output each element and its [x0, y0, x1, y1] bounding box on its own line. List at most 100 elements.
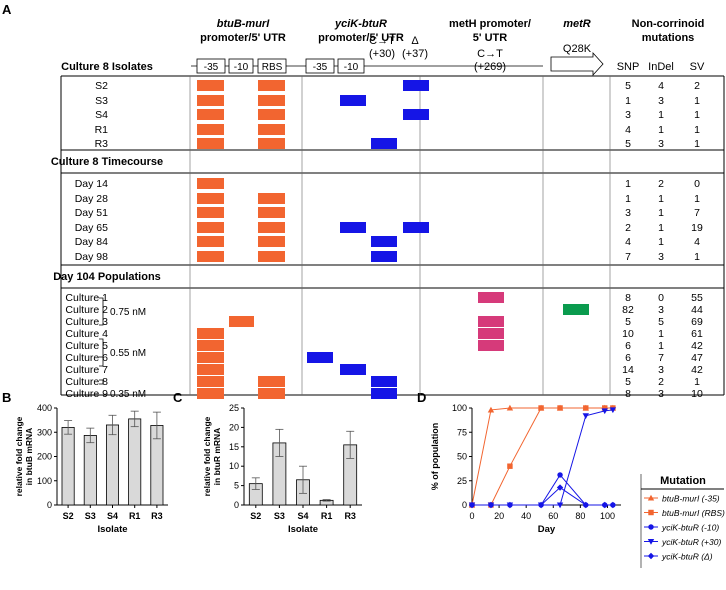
mutation-mark-y35	[307, 352, 333, 363]
mutation-mark-b35	[197, 236, 224, 247]
x-tick-label: 60	[548, 511, 558, 521]
row-snp: 6	[625, 352, 631, 364]
y-axis-title-2: in btuR mRNA	[212, 428, 222, 486]
meth-mut-top: C→T	[477, 48, 503, 60]
mutation-mark-y10	[340, 364, 366, 375]
y-axis-title-1: relative fold change	[202, 416, 212, 496]
col-sv-header: SV	[690, 61, 705, 73]
panel-label-a: A	[2, 2, 12, 17]
mutation-mark-y30	[371, 376, 397, 387]
mutation-mark-b35	[197, 352, 224, 363]
btub-box-10	[228, 58, 254, 74]
row-sv: 0	[694, 178, 700, 190]
row-indel: 1	[658, 124, 664, 136]
y-tick-label: 400	[37, 403, 52, 413]
row-indel: 0	[658, 292, 664, 304]
legend-entry: btuB-murI (-35)	[662, 494, 720, 504]
btub-box-35	[196, 58, 226, 74]
row-indel: 3	[658, 251, 664, 263]
y-tick-label: 100	[37, 476, 52, 486]
x-tick-label: 100	[600, 511, 615, 521]
x-tick-label: R1	[129, 511, 141, 521]
row-label: R3	[95, 138, 109, 150]
row-snp: 5	[625, 376, 631, 388]
mutation-mark-y30	[371, 251, 397, 262]
marker-diamond	[487, 501, 495, 509]
section-title-populations: Day 104 Populations	[53, 271, 161, 283]
legend-entry: yciK-btuR (-10)	[661, 523, 719, 533]
row-indel: 2	[658, 178, 664, 190]
row-indel: 1	[658, 340, 664, 352]
bar	[61, 426, 75, 506]
row-label: Day 51	[75, 207, 108, 219]
row-label: Day 98	[75, 251, 108, 263]
row-indel: 1	[658, 222, 664, 234]
mutation-mark-meth	[478, 328, 504, 339]
marker-triangle	[487, 406, 495, 413]
conc-label-035: 0.35 nM	[110, 389, 146, 400]
legend-entry: yciK-btuR (+30)	[661, 537, 721, 547]
mutation-mark-b35	[197, 388, 224, 399]
y-tick-label: 0	[234, 500, 239, 510]
bar	[105, 424, 120, 506]
marker-circle	[648, 524, 654, 530]
marker-triangle	[506, 404, 514, 411]
mutation-mark-b35	[197, 178, 224, 189]
row-snp: 1	[625, 95, 631, 107]
conc-label-055: 0.55 nM	[110, 348, 146, 359]
mutation-mark-y30	[371, 388, 397, 399]
col-indel-header: InDel	[648, 61, 674, 73]
row-label: R1	[95, 124, 109, 136]
panel-label-c: C	[173, 390, 183, 405]
row-indel: 5	[658, 316, 664, 328]
y-tick-label: 50	[457, 452, 467, 462]
row-sv: 2	[694, 80, 700, 92]
mutation-mark-y37	[403, 109, 429, 120]
mutation-mark-meth	[478, 316, 504, 327]
y-tick-label: 75	[457, 427, 467, 437]
meth-subtitle: 5' UTR	[473, 32, 507, 44]
noncorr-title: Non-corrinoid	[632, 18, 705, 30]
mutation-mark-y10	[340, 222, 366, 233]
btub-box-rbs	[257, 58, 287, 74]
y-tick-label: 300	[37, 427, 52, 437]
mutation-mark-y37	[403, 222, 429, 233]
mutation-mark-bRBS	[258, 109, 285, 120]
marker-square	[507, 463, 513, 469]
row-sv: 1	[694, 95, 700, 107]
x-tick-label: S4	[107, 511, 118, 521]
ycik-mut2-bot: (+37)	[402, 48, 428, 60]
row-sv: 10	[691, 388, 703, 400]
row-snp: 1	[625, 193, 631, 205]
btub-subtitle: promoter/5' UTR	[200, 32, 286, 44]
row-sv: 42	[691, 364, 703, 376]
mutation-mark-bRBS	[258, 376, 285, 387]
y-tick-label: 200	[37, 452, 52, 462]
mutation-mark-bRBS	[258, 222, 285, 233]
metr-mut-label: Q28K	[563, 43, 592, 55]
row-label: Culture 5	[65, 340, 108, 352]
mutation-mark-bRBS	[258, 80, 285, 91]
ycik-subtitle: promoter/5' UTR	[318, 32, 404, 44]
btub-box-10-label: -10	[234, 62, 249, 73]
marker-triangle-down	[647, 538, 655, 545]
row-label: Culture 3	[65, 316, 108, 328]
row-snp: 4	[625, 124, 631, 136]
meth-title: metH promoter/	[449, 18, 531, 30]
x-tick-label: S3	[274, 511, 285, 521]
legend-entry: btuB-murI (RBS)	[662, 508, 725, 518]
mutation-mark-bRBS	[258, 236, 285, 247]
marker-triangle-down	[609, 407, 617, 414]
ycik-box-35	[305, 58, 335, 74]
row-label: Culture 7	[65, 364, 108, 376]
y-tick-label: 25	[457, 476, 467, 486]
ycik-mut2-top: Δ	[411, 35, 419, 47]
marker-diamond	[609, 501, 617, 509]
row-sv: 44	[691, 304, 703, 316]
row-indel: 1	[658, 207, 664, 219]
mutation-mark-b35	[197, 207, 224, 218]
mutation-mark-b35	[197, 251, 224, 262]
marker-diamond	[506, 501, 514, 509]
mutation-mark-y10	[340, 95, 366, 106]
